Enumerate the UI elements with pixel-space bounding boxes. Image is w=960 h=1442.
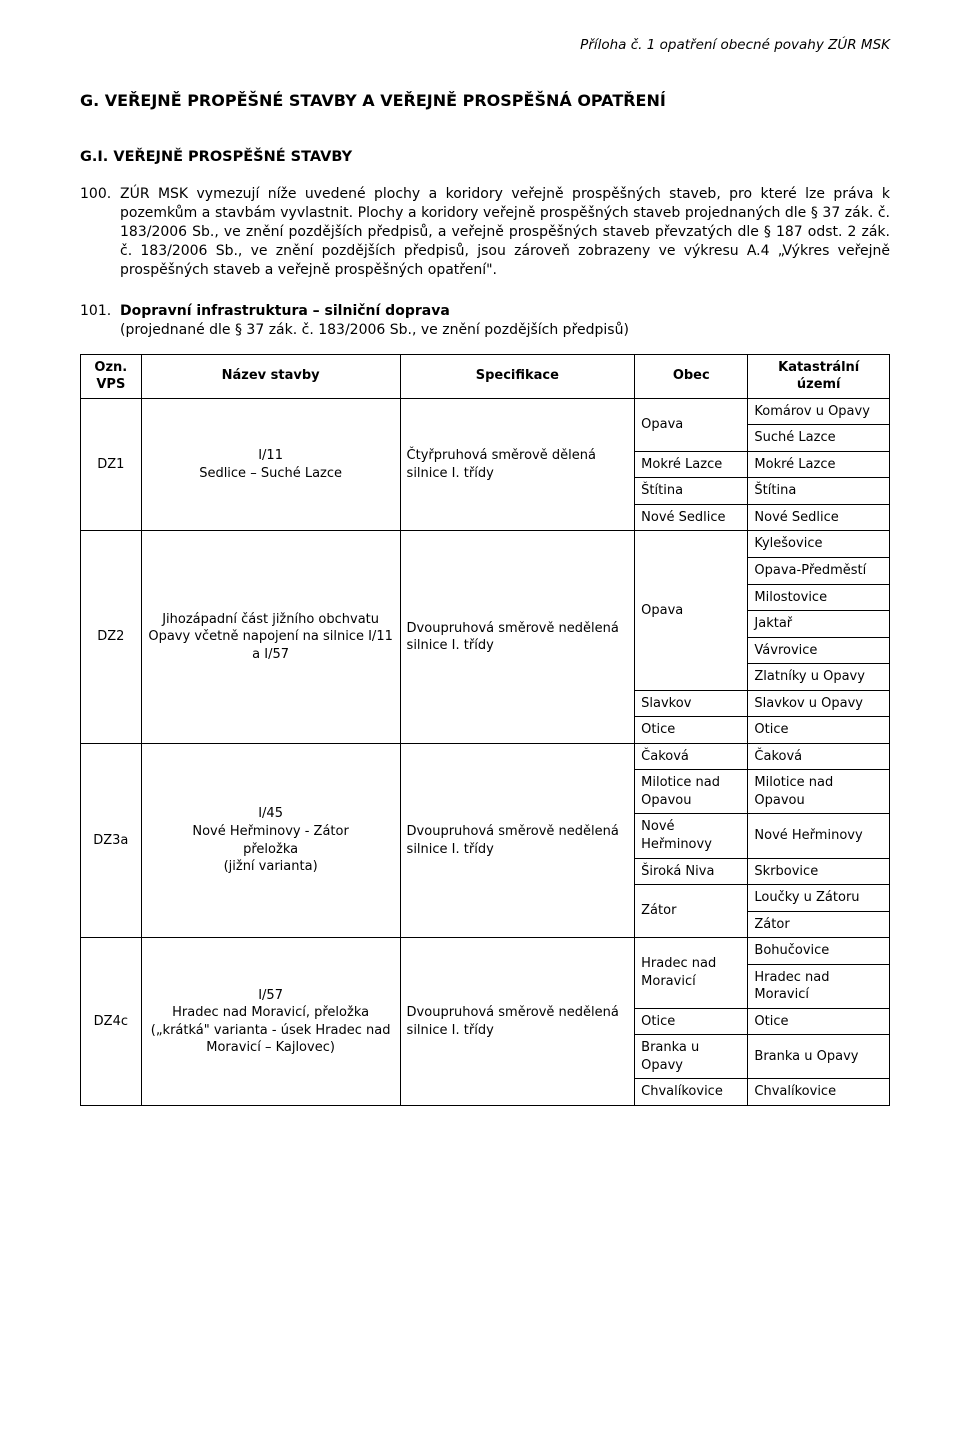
cell-obec: Zátor	[635, 885, 748, 938]
cell-ku: Mokré Lazce	[748, 451, 890, 478]
cell-ozn: DZ1	[81, 398, 142, 531]
cell-ozn: DZ4c	[81, 938, 142, 1106]
cell-ku: Kylešovice	[748, 531, 890, 558]
paragraph-101-title: Dopravní infrastruktura – silniční dopra…	[120, 302, 890, 321]
cell-ku: Milotice nad Opavou	[748, 770, 890, 814]
cell-ku: Skrbovice	[748, 858, 890, 885]
cell-ku: Jaktař	[748, 611, 890, 638]
paragraph-101-number: 101.	[80, 302, 120, 340]
cell-spec: Dvoupruhová směrově nedělená silnice I. …	[400, 938, 635, 1106]
cell-ku: Čaková	[748, 743, 890, 770]
cell-spec: Dvoupruhová směrově nedělená silnice I. …	[400, 531, 635, 743]
cell-obec: Chvalíkovice	[635, 1079, 748, 1106]
cell-ku: Komárov u Opavy	[748, 398, 890, 425]
section-g-title: G. VEŘEJNĚ PROPĚŠNÉ STAVBY A VEŘEJNĚ PRO…	[80, 90, 890, 112]
cell-obec: Opava	[635, 398, 748, 451]
paragraph-100: 100. ZÚR MSK vymezují níže uvedené ploch…	[80, 185, 890, 279]
cell-obec: Milotice nad Opavou	[635, 770, 748, 814]
cell-obec: Čaková	[635, 743, 748, 770]
col-ozn-header: Ozn.VPS	[81, 354, 142, 398]
cell-ku: Opava-Předměstí	[748, 557, 890, 584]
cell-ku: Zlatníky u Opavy	[748, 664, 890, 691]
cell-spec: Čtyřpruhová směrově dělená silnice I. tř…	[400, 398, 635, 531]
cell-nazev: I/11Sedlice – Suché Lazce	[141, 398, 400, 531]
cell-obec: Slavkov	[635, 690, 748, 717]
cell-obec: Nové Heřminovy	[635, 814, 748, 858]
cell-obec: Branka u Opavy	[635, 1035, 748, 1079]
cell-obec: Nové Sedlice	[635, 504, 748, 531]
table-row: DZ1 I/11Sedlice – Suché Lazce Čtyřpruhov…	[81, 398, 890, 425]
table-row: DZ3a I/45Nové Heřminovy - Zátorpřeložka(…	[81, 743, 890, 770]
cell-ku: Suché Lazce	[748, 425, 890, 452]
vps-table: Ozn.VPS Název stavby Specifikace Obec Ka…	[80, 354, 890, 1106]
cell-obec: Otice	[635, 1008, 748, 1035]
col-obec-header: Obec	[635, 354, 748, 398]
paragraph-101: 101. Dopravní infrastruktura – silniční …	[80, 302, 890, 340]
cell-obec: Štítina	[635, 478, 748, 505]
cell-ku: Chvalíkovice	[748, 1079, 890, 1106]
cell-ku: Bohučovice	[748, 938, 890, 965]
table-row: DZ2 Jihozápadní část jižního obchvatu Op…	[81, 531, 890, 558]
cell-nazev: I/45Nové Heřminovy - Zátorpřeložka(jižní…	[141, 743, 400, 937]
cell-obec: Otice	[635, 717, 748, 744]
cell-ku: Branka u Opavy	[748, 1035, 890, 1079]
cell-ku: Otice	[748, 1008, 890, 1035]
cell-obec: Široká Niva	[635, 858, 748, 885]
cell-ku: Hradec nad Moravicí	[748, 964, 890, 1008]
cell-ku: Zátor	[748, 911, 890, 938]
cell-obec: Hradec nad Moravicí	[635, 938, 748, 1009]
cell-ku: Milostovice	[748, 584, 890, 611]
paragraph-100-text: ZÚR MSK vymezují níže uvedené plochy a k…	[120, 185, 890, 279]
cell-spec: Dvoupruhová směrově nedělená silnice I. …	[400, 743, 635, 937]
table-row: DZ4c I/57Hradec nad Moravicí, přeložka (…	[81, 938, 890, 965]
cell-obec: Opava	[635, 531, 748, 690]
table-header-row: Ozn.VPS Název stavby Specifikace Obec Ka…	[81, 354, 890, 398]
cell-ku: Vávrovice	[748, 637, 890, 664]
cell-obec: Mokré Lazce	[635, 451, 748, 478]
section-g-i-title: G.I. VEŘEJNĚ PROSPĚŠNÉ STAVBY	[80, 148, 890, 168]
paragraph-100-number: 100.	[80, 185, 120, 279]
col-nazev-header: Název stavby	[141, 354, 400, 398]
cell-nazev: I/57Hradec nad Moravicí, přeložka („krát…	[141, 938, 400, 1106]
cell-ozn: DZ2	[81, 531, 142, 743]
cell-ozn: DZ3a	[81, 743, 142, 937]
cell-ku: Štítina	[748, 478, 890, 505]
page-header-right: Příloha č. 1 opatření obecné povahy ZÚR …	[80, 36, 890, 54]
cell-ku: Nové Heřminovy	[748, 814, 890, 858]
cell-ku: Otice	[748, 717, 890, 744]
col-spec-header: Specifikace	[400, 354, 635, 398]
cell-ku: Slavkov u Opavy	[748, 690, 890, 717]
paragraph-101-subtitle: (projednané dle § 37 zák. č. 183/2006 Sb…	[120, 321, 890, 340]
col-ku-header: Katastrální území	[748, 354, 890, 398]
cell-nazev: Jihozápadní část jižního obchvatu Opavy …	[141, 531, 400, 743]
cell-ku: Loučky u Zátoru	[748, 885, 890, 912]
cell-ku: Nové Sedlice	[748, 504, 890, 531]
